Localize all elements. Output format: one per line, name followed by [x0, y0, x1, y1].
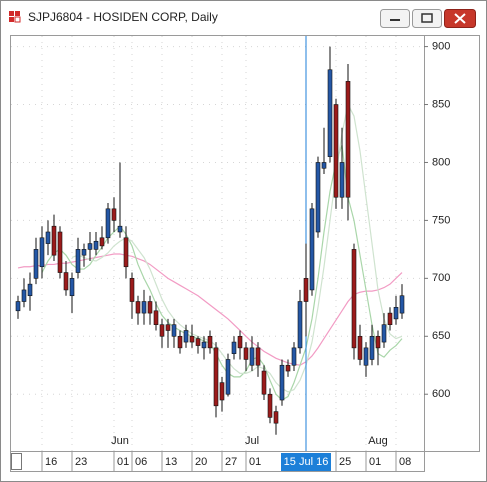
x-tick-label: 23 — [75, 456, 87, 468]
candle-body — [207, 335, 213, 349]
candle-body — [135, 301, 141, 314]
candle-body — [159, 324, 165, 337]
candle-body — [171, 324, 177, 337]
candle-body — [189, 335, 195, 343]
y-tick-label: 900 — [432, 40, 450, 52]
candle-body — [285, 364, 291, 372]
crosshair-label: 15 Jul 16 — [284, 456, 329, 468]
candle-body — [237, 335, 243, 349]
candle-body — [177, 335, 183, 349]
candle-body — [345, 81, 351, 198]
candle-body — [339, 162, 345, 198]
x-tick-label: 20 — [195, 456, 207, 468]
candle-body — [219, 382, 225, 401]
candle-body — [183, 330, 189, 343]
candle-body — [129, 278, 135, 302]
candle-body — [27, 283, 33, 297]
y-tick-label: 850 — [432, 98, 450, 110]
time-axis — [10, 451, 425, 472]
close-button[interactable] — [444, 9, 476, 28]
candle-body — [87, 243, 93, 250]
moving-average — [17, 253, 403, 366]
candle-body — [333, 104, 339, 198]
candle-body — [387, 312, 393, 325]
candle-body — [243, 347, 249, 360]
candle-body — [291, 347, 297, 366]
y-tick-label: 800 — [432, 156, 450, 168]
month-label: Aug — [368, 435, 388, 447]
x-tick-label: 01 — [249, 456, 261, 468]
scroll-box[interactable] — [11, 453, 22, 470]
candle-body — [33, 249, 39, 279]
month-label: Jun — [111, 435, 129, 447]
candle-body — [111, 208, 117, 221]
minimize-button[interactable] — [380, 9, 410, 28]
candle-body — [195, 338, 201, 346]
month-label: Jul — [245, 435, 259, 447]
candle-body — [225, 359, 231, 395]
y-tick-label: 700 — [432, 272, 450, 284]
crosshair-label-bg — [281, 453, 331, 471]
x-tick-label: 27 — [225, 456, 237, 468]
candle-body — [381, 324, 387, 343]
y-tick-label: 750 — [432, 214, 450, 226]
app-icon — [9, 11, 21, 23]
candle-body — [147, 301, 153, 314]
candle-body — [369, 335, 375, 360]
candle-body — [123, 237, 129, 268]
x-tick-label: 01 — [117, 456, 129, 468]
candle-body — [297, 301, 303, 349]
candle-body — [375, 335, 381, 349]
x-tick-label: 16 — [45, 456, 57, 468]
candle-body — [249, 347, 255, 366]
candle-body — [309, 208, 315, 291]
candle-body — [99, 237, 105, 247]
candle-body — [69, 278, 75, 297]
candle-body — [63, 272, 69, 291]
candle-body — [57, 231, 63, 273]
candle-body — [231, 341, 237, 354]
candle-body — [303, 278, 309, 302]
candle-body — [15, 301, 21, 312]
x-tick-label: 08 — [399, 456, 411, 468]
candle-body — [45, 231, 51, 244]
candle-body — [105, 208, 111, 239]
candle-body — [153, 310, 159, 325]
candle-body — [357, 335, 363, 360]
candle-body — [393, 307, 399, 320]
candle-body — [363, 347, 369, 366]
price-axis — [424, 35, 480, 452]
candle-body — [117, 225, 123, 233]
y-tick-label: 600 — [432, 388, 450, 400]
candle-body — [279, 364, 285, 401]
x-tick-label: 01 — [369, 456, 381, 468]
candle-body — [75, 249, 81, 273]
candle-body — [93, 240, 99, 250]
candle-body — [165, 324, 171, 331]
candle-body — [51, 225, 57, 256]
candle-body — [351, 249, 357, 349]
candle-body — [261, 370, 267, 395]
x-tick-label: 25 — [339, 456, 351, 468]
candle-body — [399, 295, 405, 314]
x-tick-label: 06 — [135, 456, 147, 468]
candle-body — [255, 347, 261, 366]
y-tick-label: 650 — [432, 330, 450, 342]
candle-body — [315, 162, 321, 233]
candle-body — [81, 249, 87, 256]
maximize-button[interactable] — [412, 9, 442, 28]
candle-body — [201, 341, 207, 349]
window-title: SJPJ6804 - HOSIDEN CORP, Daily — [28, 10, 218, 24]
candle-body — [267, 393, 273, 418]
candle-body — [273, 411, 279, 424]
x-tick-label: 13 — [165, 456, 177, 468]
candle-body — [21, 289, 27, 302]
candle-body — [141, 301, 147, 314]
candle-body — [321, 162, 327, 169]
candle-body — [213, 347, 219, 407]
candle-body — [39, 237, 45, 268]
candle-body — [327, 69, 333, 157]
